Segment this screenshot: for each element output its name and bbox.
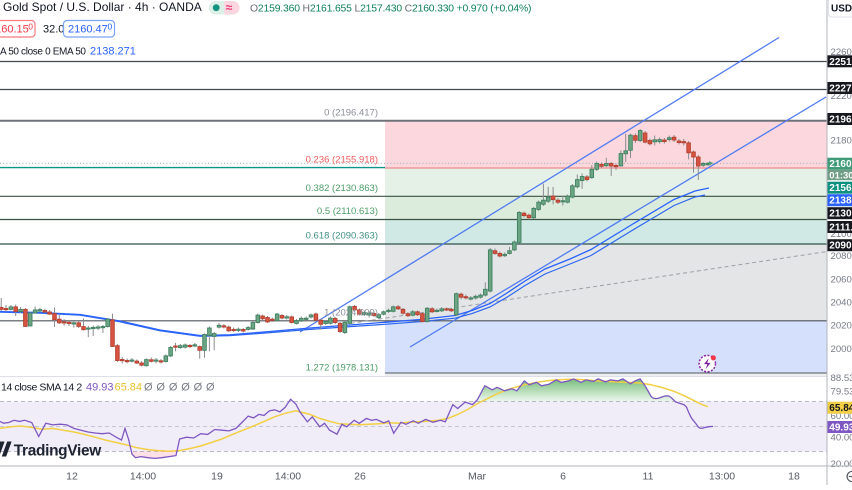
svg-text:0.236 (2155.918): 0.236 (2155.918)	[306, 155, 378, 166]
svg-text:O2159.360 H2161.655 L2157.430: O2159.360 H2161.655 L2157.430 C2160.330 …	[250, 4, 531, 15]
svg-text:A 50 close 0 EMA 50: A 50 close 0 EMA 50	[0, 47, 86, 58]
svg-text:20.00: 20.00	[831, 459, 852, 470]
svg-text:32.0: 32.0	[43, 24, 64, 36]
svg-text:49.93: 49.93	[86, 382, 114, 394]
svg-text:0.618 (2090.363): 0.618 (2090.363)	[306, 231, 378, 242]
svg-text:1.272 (1978.131): 1.272 (1978.131)	[306, 363, 378, 374]
svg-text:13:00: 13:00	[709, 471, 735, 483]
svg-text:≈: ≈	[226, 1, 233, 15]
svg-text:0 (2196.417): 0 (2196.417)	[324, 107, 378, 118]
svg-text:2020: 2020	[831, 321, 852, 332]
svg-text:Mar: Mar	[468, 471, 487, 483]
svg-text:Gold Spot / U.S. Dollar · 4h ·: Gold Spot / U.S. Dollar · 4h · OANDA	[3, 0, 202, 14]
svg-text:0.382 (2130.863): 0.382 (2130.863)	[306, 183, 378, 194]
svg-text:26: 26	[354, 471, 366, 483]
svg-text:0: 0	[28, 22, 33, 32]
svg-text:0: 0	[108, 22, 113, 32]
svg-text:USD: USD	[831, 4, 852, 15]
svg-text:14:00: 14:00	[130, 471, 156, 483]
svg-text:01:30: 01:30	[829, 170, 852, 181]
svg-text:14 close SMA 14 2: 14 close SMA 14 2	[1, 382, 82, 394]
svg-text:12: 12	[66, 471, 78, 483]
svg-text:2160.47: 2160.47	[68, 24, 108, 36]
svg-text:2251.: 2251.	[829, 57, 852, 68]
svg-text:2090.: 2090.	[829, 241, 852, 252]
svg-text:19: 19	[211, 471, 223, 483]
svg-text:1 (2024.609): 1 (2024.609)	[324, 307, 378, 318]
svg-text:2227.: 2227.	[829, 84, 852, 95]
svg-text:65.84: 65.84	[115, 382, 143, 394]
svg-text:2180: 2180	[831, 136, 852, 147]
svg-text:2160.15: 2160.15	[0, 24, 29, 36]
svg-text:6: 6	[560, 471, 566, 483]
svg-text:2080: 2080	[831, 251, 852, 262]
svg-text:0.5 (2110.613): 0.5 (2110.613)	[317, 206, 378, 217]
svg-text:2040: 2040	[831, 298, 852, 309]
svg-text:2130.: 2130.	[829, 209, 852, 220]
svg-text:11: 11	[643, 471, 654, 483]
svg-text:65.84: 65.84	[829, 403, 852, 414]
svg-text:2160.: 2160.	[829, 159, 852, 170]
svg-text:2111.: 2111.	[829, 223, 852, 234]
svg-text:TradingView: TradingView	[14, 443, 101, 460]
svg-text:2000: 2000	[831, 344, 852, 355]
svg-text:49.93: 49.93	[829, 423, 852, 434]
svg-text:2060: 2060	[831, 274, 852, 285]
svg-text:Ø Ø Ø Ø Ø Ø: Ø Ø Ø Ø Ø Ø	[144, 382, 215, 394]
svg-text:14:00: 14:00	[275, 471, 301, 483]
svg-text:2196.: 2196.	[829, 115, 852, 126]
svg-text:2138.271: 2138.271	[90, 46, 136, 58]
svg-text:40.00: 40.00	[831, 433, 852, 444]
svg-text:2156.: 2156.	[829, 183, 852, 194]
svg-text:88.53: 88.53	[831, 373, 852, 384]
svg-text:2138.: 2138.	[829, 196, 852, 207]
svg-text:18: 18	[788, 471, 800, 483]
svg-text:79.53: 79.53	[831, 386, 852, 397]
